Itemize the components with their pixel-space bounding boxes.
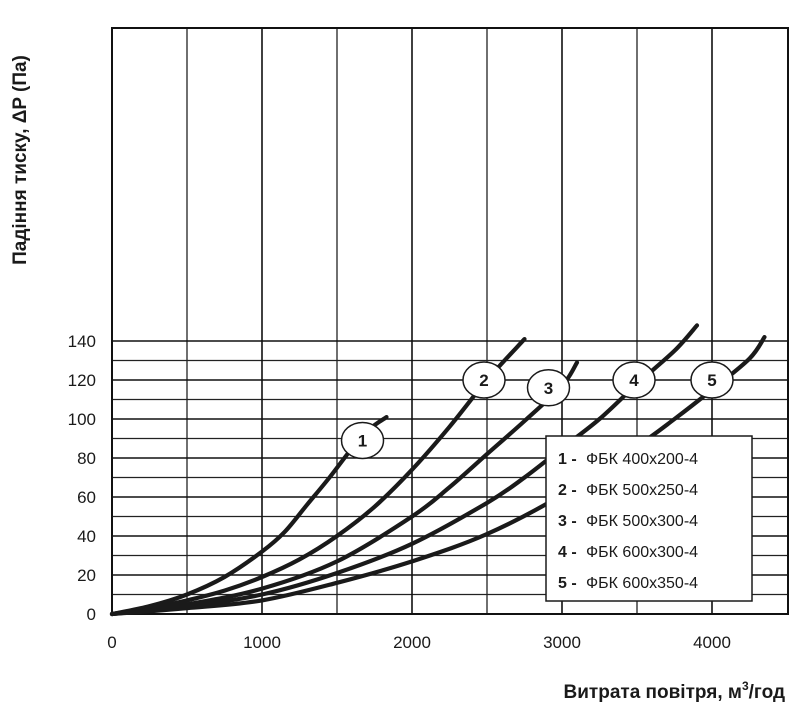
series-line-2	[109, 337, 527, 617]
y-tick-label: 100	[68, 410, 96, 429]
curve-marker-2: 2	[462, 361, 506, 399]
legend-item-1: 1 - ФБК 400x200-4	[558, 451, 698, 468]
curve-marker-label: 3	[544, 379, 553, 398]
y-tick-label: 20	[77, 566, 96, 585]
legend-item-number: 1 -	[558, 451, 577, 468]
curve-marker-label: 2	[479, 371, 488, 390]
legend-item-label: ФБК 500x300-4	[586, 513, 698, 530]
x-axis-title: Витрата повітря, м3/год	[564, 679, 785, 703]
legend-item-label: ФБК 600x350-4	[586, 575, 698, 592]
legend-item-2: 2 - ФБК 500x250-4	[558, 482, 698, 499]
x-tick-label: 1000	[243, 633, 281, 652]
curve-marker-3: 3	[526, 369, 571, 407]
curve-marker-circle	[690, 361, 734, 399]
curve-marker-label: 5	[707, 371, 716, 390]
x-tick-label: 3000	[543, 633, 581, 652]
legend-item-label: ФБК 600x300-4	[586, 544, 698, 561]
y-tick-label: 140	[68, 332, 96, 351]
legend-item-number: 2 -	[558, 482, 577, 499]
legend-item-label: ФБК 500x250-4	[586, 482, 698, 499]
x-axis-title-tail: /год	[749, 682, 785, 703]
plot-frame	[111, 27, 789, 615]
series-line-3	[109, 360, 580, 617]
curve-marker-label: 4	[629, 371, 639, 390]
curve-marker-5: 5	[690, 361, 734, 399]
curve-marker-4: 4	[612, 361, 656, 399]
legend-box	[545, 435, 753, 602]
y-tick-label: 120	[68, 371, 96, 390]
axis-ticks: 0 1000 2000 3000 4000 0 20 40 60 80 100 120 140	[68, 332, 731, 652]
legend-item-number: 4 -	[558, 544, 577, 561]
curve-markers: 1 2 3 4 5	[340, 361, 734, 460]
x-axis-title-sup: 3	[742, 679, 749, 693]
curve-marker-label: 1	[358, 431, 367, 450]
y-tick-label: 60	[77, 488, 96, 507]
y-axis-title: Падіння тиску, ΔP (Па)	[10, 55, 31, 265]
legend-item-5: 5 - ФБК 600x350-4	[558, 575, 698, 592]
x-axis-title-main: Витрата повітря, м	[564, 682, 742, 703]
x-tick-label: 0	[107, 633, 116, 652]
series-lines	[109, 323, 767, 617]
legend-item-number: 5 -	[558, 575, 577, 592]
x-tick-label: 2000	[393, 633, 431, 652]
curve-marker-1: 1	[340, 421, 385, 460]
y-tick-label: 0	[87, 605, 96, 624]
y-tick-label: 80	[77, 449, 96, 468]
legend-item-number: 3 -	[558, 513, 577, 530]
legend-item-4: 4 - ФБК 600x300-4	[558, 544, 698, 561]
legend: 1 - ФБК 400x200-4 2 - ФБК 500x250-4 3 - ФБК 5…	[545, 435, 753, 602]
legend-item-label: ФБК 400x200-4	[586, 451, 698, 468]
y-tick-label: 40	[77, 527, 96, 546]
curve-marker-circle	[340, 421, 385, 460]
x-tick-label: 4000	[693, 633, 731, 652]
legend-item-3: 3 - ФБК 500x300-4	[558, 513, 698, 530]
curve-marker-circle	[462, 361, 506, 399]
curve-marker-circle	[612, 361, 656, 399]
curve-marker-circle	[526, 369, 571, 407]
